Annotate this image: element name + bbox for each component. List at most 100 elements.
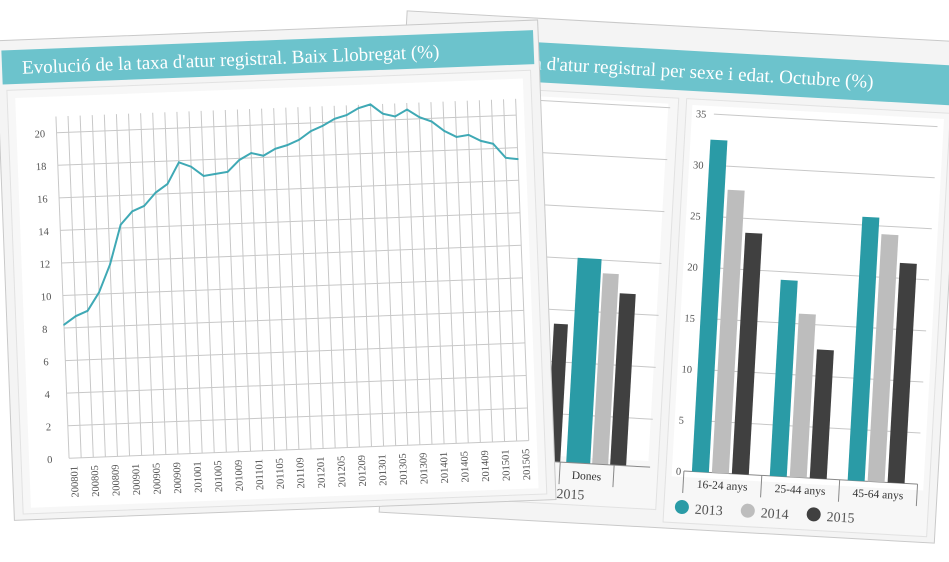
category-label-1: 25-44 anys: [774, 483, 826, 498]
line-point-201403: [430, 120, 433, 123]
line-vgrid-12: [200, 110, 215, 453]
right-legend-dot-2015: [806, 507, 821, 522]
line-point-200807: [98, 291, 100, 294]
line-x-tick-201205: 201205: [336, 456, 348, 488]
line-point-201205: [298, 138, 300, 141]
line-x-tick-201009: 201009: [234, 459, 246, 491]
line-point-201103: [214, 173, 217, 175]
right-legend-label-2013: 2013: [694, 503, 723, 520]
right-gridline-30: [711, 164, 935, 179]
line-point-201207: [310, 130, 312, 132]
line-x-tick-201409: 201409: [480, 450, 492, 482]
line-x-tick-201305: 201305: [398, 453, 410, 485]
line-point-201203: [286, 144, 289, 146]
line-vgrid-18: [273, 108, 288, 450]
line-y-tick-12: 12: [39, 259, 50, 270]
line-y-tick-18: 18: [36, 162, 47, 173]
line-point-200803: [74, 315, 77, 317]
line-point-201111: [262, 154, 265, 157]
line-point-201505: [517, 158, 519, 160]
line-point-201109: [250, 152, 252, 154]
line-vgrid-2: [79, 115, 94, 458]
line-vgrid-25: [357, 104, 372, 447]
line-vgrid-11: [188, 111, 203, 454]
line-vgrid-1: [67, 116, 82, 458]
line-x-tick-201505: 201505: [521, 448, 533, 480]
line-vgrid-36: [490, 99, 506, 442]
line-vgrid-30: [418, 102, 433, 445]
line-point-201211: [333, 118, 336, 120]
bar-25-44-anys-2015: [809, 349, 834, 480]
line-vgrid-5: [115, 114, 131, 456]
right-y-tick-35: 35: [696, 109, 707, 121]
right-y-tick-30: 30: [693, 160, 704, 172]
line-y-tick-16: 16: [37, 194, 48, 205]
bar-45-64-anys-2014: [867, 234, 899, 483]
right-y-tick-10: 10: [681, 364, 692, 376]
line-vgrid-28: [394, 103, 409, 446]
right-cat-divider-0: [682, 471, 685, 494]
line-point-201409: [467, 134, 470, 136]
line-vgrid-6: [128, 113, 143, 456]
right-gridline-25: [708, 215, 932, 230]
bar-16-24-anys-2013: [691, 139, 728, 473]
line-x-tick-200809: 200809: [110, 464, 122, 496]
line-x-tick-201301: 201301: [377, 454, 389, 486]
line-vgrid-3: [91, 115, 106, 457]
category-label-2: 45-64 anys: [852, 488, 904, 503]
category-label-dones: Dones: [571, 470, 602, 484]
line-point-201401: [418, 116, 421, 118]
line-vgrid-34: [466, 100, 481, 443]
line-point-200801: [63, 323, 65, 326]
right-cat-divider-1: [760, 475, 763, 498]
line-vgrid-13: [212, 110, 227, 453]
line-point-201307: [382, 112, 384, 115]
line-x-tick-201401: 201401: [439, 452, 451, 484]
line-x-tick-200801: 200801: [69, 466, 81, 498]
left-cat-divider: [558, 462, 561, 485]
front-panel-plot: [15, 78, 539, 508]
line-vgrid-19: [285, 107, 300, 450]
line-y-tick-6: 6: [43, 357, 49, 368]
line-point-201311: [406, 108, 408, 111]
line-y-tick-20: 20: [34, 129, 45, 140]
line-x-tick-201005: 201005: [213, 460, 225, 492]
right-legend-dot-2014: [740, 503, 755, 518]
line-vgrid-32: [442, 101, 457, 444]
line-point-201501: [492, 142, 494, 145]
line-point-200811: [119, 224, 122, 226]
legend-label-2015: 2015: [556, 487, 585, 504]
line-vgrid-20: [297, 107, 312, 449]
line-point-201011: [190, 165, 192, 168]
back-card-banner: [411, 35, 949, 106]
line-point-201007: [166, 183, 169, 185]
line-x-tick-201105: 201105: [275, 458, 287, 490]
line-point-201309: [394, 115, 396, 118]
line-x-tick-200905: 200905: [151, 463, 163, 495]
line-point-201405: [443, 130, 445, 132]
line-x-tick-201405: 201405: [459, 451, 471, 483]
line-vgrid-21: [309, 106, 324, 449]
front-card-banner: [1, 30, 535, 85]
right-legend-dot-2013: [674, 500, 689, 515]
line-vgrid-38: [515, 98, 530, 441]
line-point-201105: [226, 171, 229, 173]
line-vgrid-23: [333, 105, 348, 448]
line-vgrid-31: [430, 102, 445, 444]
right-y-tick-15: 15: [684, 313, 695, 325]
bar-16-24-anys-2014: [711, 189, 745, 474]
right-cat-divider-2: [837, 479, 841, 502]
right-y-tick-20: 20: [687, 262, 698, 274]
line-point-201503: [504, 157, 507, 159]
bar-dones-2015: [610, 293, 636, 466]
line-y-tick-14: 14: [38, 227, 50, 238]
bar-16-24-anys-2015: [731, 232, 763, 475]
line-point-201001: [131, 210, 134, 213]
line-vgrid-24: [345, 105, 360, 448]
right-bar-panel: 0 5 10 15 20 25 30 35 16-24 anys 25-44 anys 45-64 …: [662, 98, 949, 538]
line-vgrid-27: [382, 103, 397, 446]
right-y-tick-5: 5: [678, 416, 684, 427]
bar-25-44-anys-2014: [789, 313, 816, 478]
right-legend-label-2015: 2015: [826, 510, 855, 527]
